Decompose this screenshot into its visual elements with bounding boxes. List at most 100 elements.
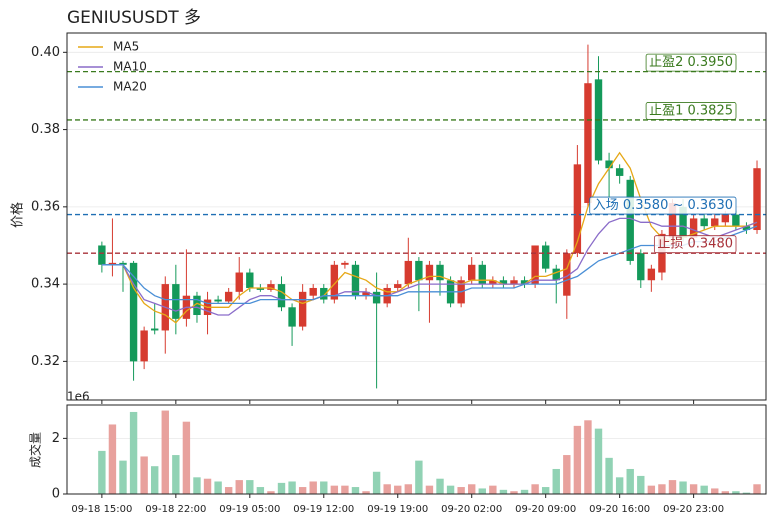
volume-bar <box>457 487 465 494</box>
candle-body <box>224 291 233 302</box>
volume-bar <box>129 411 138 494</box>
volume-bar <box>267 491 275 494</box>
candle-body <box>330 264 339 300</box>
chart-title: GENIUSUSDT 多 <box>67 8 201 28</box>
candle-body <box>584 83 592 203</box>
level-label-box <box>653 235 737 254</box>
offset-label: 1e6 <box>67 390 90 404</box>
candle-body <box>510 280 518 285</box>
candle-body <box>172 284 180 319</box>
level-label: 止盈1 0.3825 <box>645 102 737 120</box>
candle-body <box>98 245 106 265</box>
candle-body <box>425 264 434 281</box>
volume-bar <box>161 410 169 494</box>
level-label: 止盈2 0.3950 <box>645 53 737 72</box>
volume-bar <box>563 455 571 494</box>
volume-bar <box>362 491 370 494</box>
y-tick-label: 2 <box>52 431 60 446</box>
candle-body <box>605 160 613 169</box>
plot-frame <box>66 32 767 401</box>
candle-body <box>637 253 645 281</box>
candle-body <box>753 168 761 231</box>
candle-body <box>214 299 222 302</box>
volume-bar <box>193 477 201 494</box>
volume-bar <box>615 477 624 494</box>
candle-body <box>362 291 370 296</box>
volume-bar <box>320 481 328 494</box>
volume-bar <box>689 484 698 494</box>
volume-bar <box>711 488 719 494</box>
x-tick-label: 09-20 02:00 <box>441 504 502 515</box>
volume-bar <box>404 484 413 494</box>
candle-body <box>129 262 138 362</box>
candle-body <box>151 328 159 331</box>
y-tick-label: 0.34 <box>31 277 60 292</box>
x-tick-label: 09-20 23:00 <box>663 504 724 515</box>
candle-body <box>415 260 423 281</box>
candle-body <box>372 291 381 304</box>
volume-bar <box>298 487 307 494</box>
volume-bar <box>330 485 339 494</box>
volume-bar <box>372 471 381 494</box>
candle-body <box>235 272 243 292</box>
volume-bar <box>700 485 708 494</box>
volume-bar <box>647 485 656 494</box>
volume-bar <box>119 460 127 494</box>
candle-body <box>615 168 624 176</box>
candle-body <box>298 291 307 327</box>
x-tick-label: 09-18 22:00 <box>145 504 206 515</box>
candle-body <box>267 284 275 290</box>
candle-body <box>309 287 317 296</box>
ma-line <box>101 225 758 305</box>
x-tick-label: 09-19 12:00 <box>293 504 354 515</box>
x-tick-label: 09-20 09:00 <box>515 504 576 515</box>
y-axis-label: 价格 <box>10 202 26 228</box>
candle-body <box>520 280 529 285</box>
candle-body <box>351 264 360 296</box>
level-label: 止损 0.3480 <box>653 235 737 254</box>
volume-bar <box>256 487 265 494</box>
volume-bar <box>573 425 582 494</box>
candle-body <box>732 214 740 227</box>
candle-body <box>531 245 539 285</box>
level-label-text: 止损 0.3480 <box>657 237 733 252</box>
y-tick-label: 0.32 <box>31 354 60 369</box>
candle-body <box>404 260 413 285</box>
x-tick-label: 09-19 05:00 <box>219 504 280 515</box>
volume-bar <box>531 484 539 494</box>
ma-line <box>101 151 758 324</box>
candle-body <box>478 264 486 285</box>
candle-body <box>679 206 687 238</box>
candle-body <box>320 287 328 300</box>
level-label-box <box>589 196 737 215</box>
volume-bar <box>140 456 148 494</box>
volume-bar <box>510 491 518 494</box>
volume-bar <box>552 468 560 494</box>
candle-body <box>277 284 286 308</box>
volume-bar <box>172 455 180 494</box>
volume-bar <box>753 484 761 494</box>
candle-body <box>246 272 254 288</box>
volume-bar <box>489 485 497 494</box>
candle-body <box>468 264 476 281</box>
y-tick-label: 0 <box>52 487 60 502</box>
volume-bar <box>446 485 455 494</box>
volume-bar <box>742 492 751 494</box>
candle-body <box>689 218 698 238</box>
candle-body <box>288 307 296 327</box>
candle-body <box>552 268 560 281</box>
y-tick-label: 0.38 <box>31 122 60 137</box>
level-label-text: 止盈2 0.3950 <box>649 55 733 70</box>
x-tick-label: 09-20 16:00 <box>589 504 650 515</box>
volume-bar <box>594 428 603 494</box>
volume-bar <box>541 487 550 494</box>
level-label-text: 止盈1 0.3825 <box>649 103 733 118</box>
volume-bar <box>235 480 243 494</box>
volume-bar <box>394 485 402 494</box>
candle-body <box>436 264 444 281</box>
candle-body <box>700 218 708 227</box>
x-tick-label: 09-19 19:00 <box>367 504 428 515</box>
volume-bar <box>203 478 212 494</box>
volume-bar <box>108 424 117 494</box>
